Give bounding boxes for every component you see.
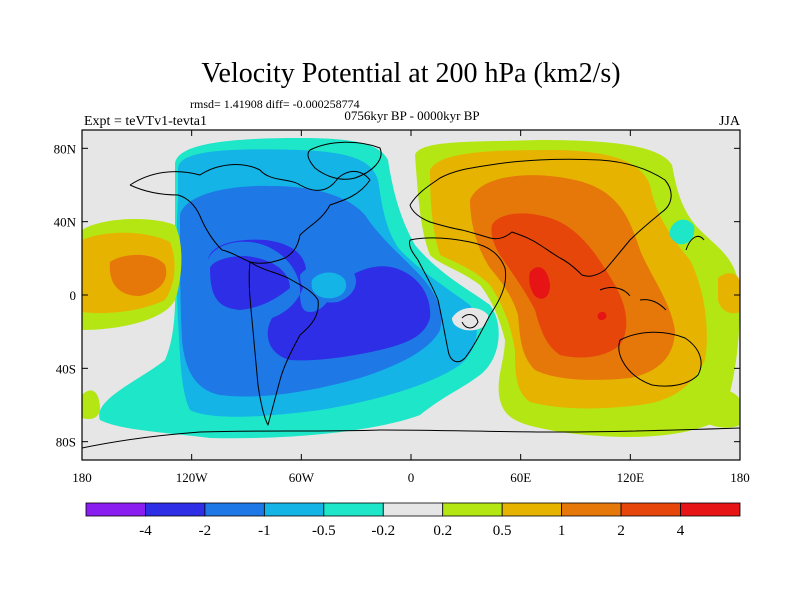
contour-fills <box>82 138 740 439</box>
contour-level-neg-0.2-inner <box>311 272 347 299</box>
colorbar: -4 -2 -1 -0.5 -0.2 0.2 0.5 1 2 4 <box>85 502 741 539</box>
y-axis: 80N 40N 0 40S 80S <box>54 141 740 450</box>
plot-area <box>82 130 740 460</box>
experiment-label: Expt = teVTv1-tevta1 <box>84 114 207 129</box>
coastline-north-america <box>129 164 371 264</box>
x-tick-label: 60E <box>510 470 531 485</box>
colorbar-swatch <box>323 502 384 517</box>
colorbar-swatch <box>382 502 444 517</box>
x-tick-label: 0 <box>408 470 415 485</box>
madagascar-gap <box>452 307 489 331</box>
colorbar-label: -0.5 <box>312 523 336 539</box>
x-tick-label: 180 <box>730 470 750 485</box>
x-tick-label: 120W <box>176 470 209 485</box>
contour-level-pos-1-pacific <box>109 254 167 296</box>
colorbar-label: -0.2 <box>371 523 395 539</box>
y-tick-label: 0 <box>70 288 77 303</box>
colorbar-swatch <box>680 502 741 517</box>
x-tick-label: 120E <box>617 470 645 485</box>
contour-level-neg-2 <box>208 239 431 361</box>
y-tick-label: 80S <box>56 435 76 450</box>
coastline-europe-asia <box>409 158 672 277</box>
colorbar-label: 0.5 <box>493 523 512 539</box>
colorbar-swatch <box>204 502 265 517</box>
x-axis: 180 120W 60W 0 60E 120E 180 <box>72 130 750 485</box>
y-tick-label: 40S <box>56 361 76 376</box>
season-label: JJA <box>719 114 741 129</box>
coastline-south-america <box>248 261 319 426</box>
coastline-africa <box>409 237 507 363</box>
coastline-antarctica <box>82 427 740 449</box>
contour-level-pos-0.2-sw <box>82 390 100 420</box>
coastline-islands <box>461 235 705 329</box>
y-tick-label: 80N <box>54 141 77 156</box>
y-tick-label: 40N <box>54 215 77 230</box>
colorbar-label: -1 <box>258 523 271 539</box>
contour-level-pos-0.5-east <box>718 273 740 314</box>
colorbar-swatch <box>501 502 563 517</box>
colorbar-swatch <box>85 502 146 517</box>
x-tick-label: 180 <box>72 470 92 485</box>
colorbar-label: -4 <box>139 523 152 539</box>
period-label: 0756kyr BP - 0000kyr BP <box>344 108 479 123</box>
contour-level-neg-0.2-nw-pacific <box>669 219 695 245</box>
colorbar-label: -2 <box>199 523 212 539</box>
x-tick-label: 60W <box>289 470 315 485</box>
colorbar-label: 0.2 <box>433 523 452 539</box>
coastlines <box>82 141 740 449</box>
coastline-australia <box>618 331 702 387</box>
colorbar-swatch <box>620 502 681 517</box>
contour-level-pos-4-asia-b <box>597 311 607 321</box>
colorbar-label: 1 <box>558 523 566 539</box>
contour-level-pos-4-asia-a <box>529 267 550 299</box>
colorbar-swatch <box>145 502 206 517</box>
coastline-greenland <box>307 141 382 180</box>
contour-level-pos-2-asia <box>491 213 627 358</box>
colorbar-swatch <box>561 502 622 517</box>
contour-level-pos-0.2-antarctic <box>690 388 740 428</box>
chart-title: Velocity Potential at 200 hPa (km2/s) <box>201 58 620 89</box>
colorbar-swatch <box>263 502 325 517</box>
colorbar-label: 4 <box>677 523 685 539</box>
colorbar-label: 2 <box>617 523 625 539</box>
stats-label: rmsd= 1.41908 diff= -0.000258774 <box>190 97 360 111</box>
colorbar-swatch <box>442 502 503 517</box>
